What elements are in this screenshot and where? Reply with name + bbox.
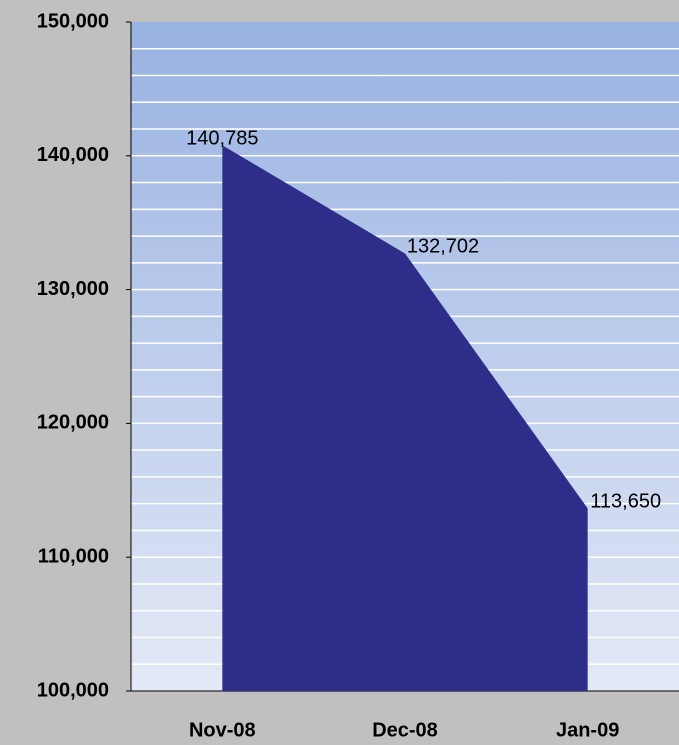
data-label: 132,702 [407, 236, 479, 258]
y-tick-label: 100,000 [37, 679, 109, 701]
y-tick-label: 140,000 [37, 144, 109, 166]
y-tick-label: 130,000 [37, 278, 109, 300]
area [222, 145, 588, 692]
data-label: 113,650 [590, 491, 661, 513]
x-tick-label: Nov-08 [189, 719, 256, 741]
y-tick-label: 150,000 [37, 10, 109, 32]
data-label: 140,785 [186, 128, 258, 150]
y-tick-label: 110,000 [38, 545, 109, 567]
x-tick-label: Jan-09 [556, 719, 619, 741]
y-tick-label: 120,000 [37, 412, 109, 434]
x-tick-label: Dec-08 [372, 719, 438, 741]
